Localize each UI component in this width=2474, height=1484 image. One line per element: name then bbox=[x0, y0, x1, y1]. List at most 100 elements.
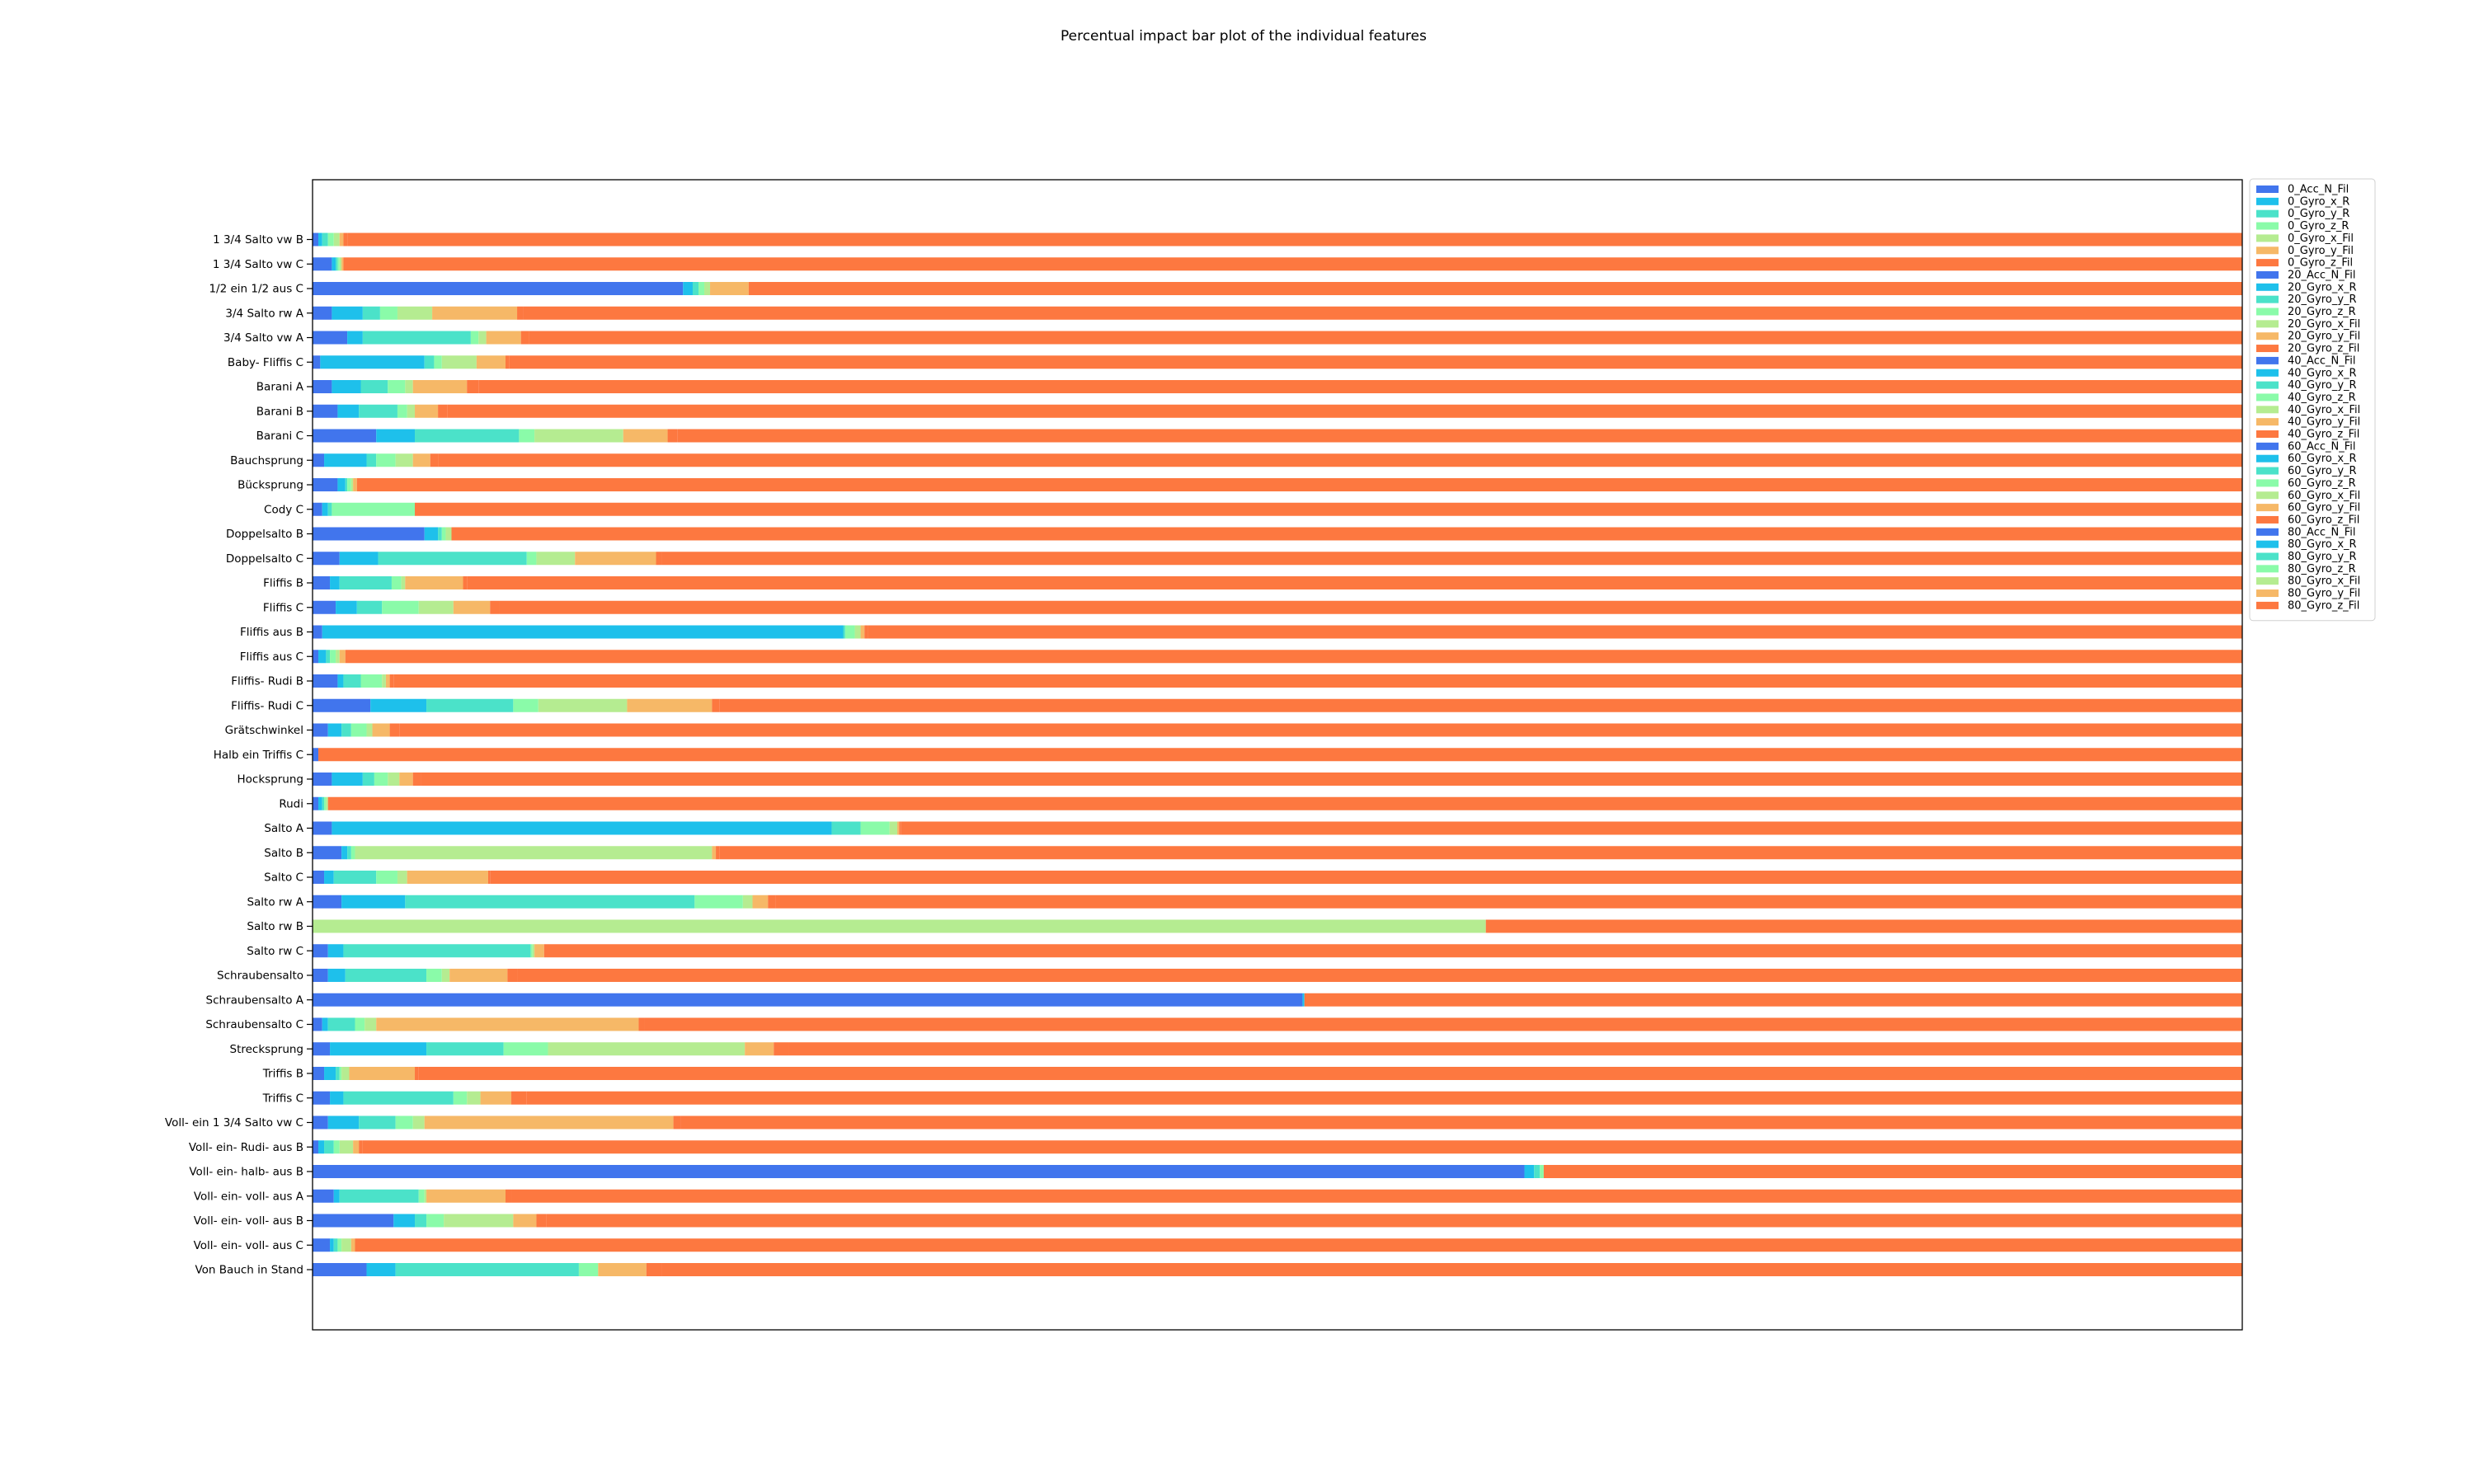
bar-segment bbox=[336, 650, 340, 664]
legend-label: 40_Gyro_z_R bbox=[2288, 392, 2356, 404]
legend-swatch bbox=[2256, 259, 2279, 267]
bar-segment bbox=[393, 674, 2242, 688]
bar-segment bbox=[901, 821, 2242, 835]
bar-segment bbox=[1540, 1165, 1544, 1178]
bar-segment bbox=[499, 600, 2242, 614]
bar-segment bbox=[332, 306, 363, 320]
bar-segment bbox=[336, 600, 357, 614]
bar-segment bbox=[424, 527, 439, 541]
bar-segment bbox=[478, 380, 2242, 393]
bar-segment bbox=[326, 796, 328, 810]
bar-segment bbox=[332, 821, 832, 835]
legend-label: 20_Gyro_y_R bbox=[2288, 294, 2357, 306]
bar-segment bbox=[313, 331, 348, 345]
bar-segment bbox=[424, 1115, 674, 1129]
bar-segment bbox=[412, 773, 421, 786]
bar-segment bbox=[418, 1067, 2243, 1080]
y-tick-label: Hocksprung bbox=[238, 773, 304, 787]
bar-segment bbox=[426, 1189, 506, 1203]
bar-segment bbox=[313, 944, 328, 958]
bar-segment bbox=[330, 1238, 334, 1252]
bar-segment bbox=[534, 944, 544, 958]
bar-segment bbox=[438, 527, 442, 541]
bar-segment bbox=[313, 527, 425, 541]
legend-label: 20_Gyro_z_Fil bbox=[2288, 343, 2359, 355]
y-tick-label: 3/4 Salto rw A bbox=[225, 307, 303, 320]
bar-segment bbox=[322, 1017, 328, 1031]
bar-segment bbox=[339, 1189, 419, 1203]
bar-segment bbox=[322, 796, 325, 810]
legend-swatch bbox=[2256, 320, 2279, 328]
bar-segment bbox=[341, 1238, 351, 1252]
legend-label: 20_Gyro_x_R bbox=[2288, 281, 2357, 294]
legend-label: 80_Gyro_x_R bbox=[2288, 538, 2357, 551]
legend-swatch bbox=[2256, 565, 2279, 573]
bar-segment bbox=[430, 453, 439, 467]
legend-swatch bbox=[2256, 186, 2279, 193]
bar-segment bbox=[313, 257, 332, 271]
bar-segment bbox=[362, 1140, 2242, 1154]
bar-segment bbox=[337, 674, 344, 688]
bar-segment bbox=[313, 1017, 322, 1031]
legend: 0_Acc_N_Fil0_Gyro_x_R0_Gyro_y_R0_Gyro_z_… bbox=[2249, 178, 2376, 622]
chart-title: Percentual impact bar plot of the indivi… bbox=[1061, 28, 1427, 45]
bar-segment bbox=[509, 355, 2243, 369]
legend-swatch bbox=[2256, 332, 2279, 340]
bar-segment bbox=[432, 306, 518, 320]
bar-segment bbox=[532, 944, 535, 958]
bar-segment bbox=[748, 282, 2242, 295]
bar-segment bbox=[337, 478, 346, 491]
legend-swatch bbox=[2256, 515, 2279, 524]
legend-label: 20_Gyro_x_Fil bbox=[2288, 318, 2360, 331]
bar-segment bbox=[336, 1067, 340, 1080]
bar-segment bbox=[415, 502, 2242, 516]
bar-segment bbox=[775, 895, 2242, 909]
bar-segment bbox=[313, 1067, 325, 1080]
bar-segment bbox=[421, 773, 2242, 786]
legend-swatch bbox=[2256, 356, 2279, 364]
legend-label: 40_Gyro_y_Fil bbox=[2288, 416, 2360, 429]
bar-segment bbox=[441, 527, 446, 541]
bar-segment bbox=[463, 576, 468, 589]
bar-segment bbox=[447, 404, 2242, 418]
bar-segment bbox=[324, 1140, 334, 1154]
bar-segment bbox=[322, 625, 844, 639]
bar-segment bbox=[424, 355, 435, 369]
legend-label: 0_Gyro_x_Fil bbox=[2288, 232, 2354, 245]
y-axis-ticks: 1 3/4 Salto vw B 1 3/4 Salto vw C 1/2 ein … bbox=[165, 233, 313, 1277]
y-tick-label: Fliffis C bbox=[263, 601, 303, 614]
y-tick-label: Voll- ein- voll- aus B bbox=[194, 1214, 303, 1228]
bar-segment bbox=[313, 871, 325, 884]
legend-swatch bbox=[2256, 234, 2279, 242]
bar-segment bbox=[388, 773, 400, 786]
legend-swatch bbox=[2256, 369, 2279, 377]
bar-segment bbox=[467, 380, 479, 393]
bar-segment bbox=[393, 1214, 416, 1228]
bar-segment bbox=[313, 748, 319, 762]
bar-segment bbox=[313, 895, 342, 909]
bar-segment bbox=[694, 895, 743, 909]
legend-swatch bbox=[2256, 295, 2279, 303]
legend-label: 60_Acc_N_Fil bbox=[2288, 440, 2355, 453]
bar-segment bbox=[347, 846, 351, 860]
bar-segment bbox=[376, 871, 397, 884]
bar-segment bbox=[677, 429, 2242, 443]
bar-segment bbox=[395, 1115, 413, 1129]
legend-swatch bbox=[2256, 381, 2279, 389]
legend-swatch bbox=[2256, 345, 2279, 353]
y-tick-label: Schraubensalto C bbox=[205, 1018, 303, 1031]
legend-label: 0_Gyro_y_Fil bbox=[2288, 245, 2354, 257]
bar-segment bbox=[451, 527, 2242, 541]
bar-segment bbox=[385, 674, 390, 688]
legend-swatch bbox=[2256, 589, 2279, 598]
y-tick-label: Barani A bbox=[256, 381, 304, 394]
bar-segment bbox=[337, 1238, 342, 1252]
bar-segment bbox=[415, 1067, 419, 1080]
bar-segment bbox=[343, 944, 531, 958]
legend-label: 60_Gyro_x_Fil bbox=[2288, 490, 2360, 502]
bar-segment bbox=[313, 355, 321, 369]
bar-segment bbox=[716, 846, 720, 860]
bar-segment bbox=[327, 944, 344, 958]
bar-segment bbox=[313, 625, 322, 639]
bar-segment bbox=[395, 453, 413, 467]
